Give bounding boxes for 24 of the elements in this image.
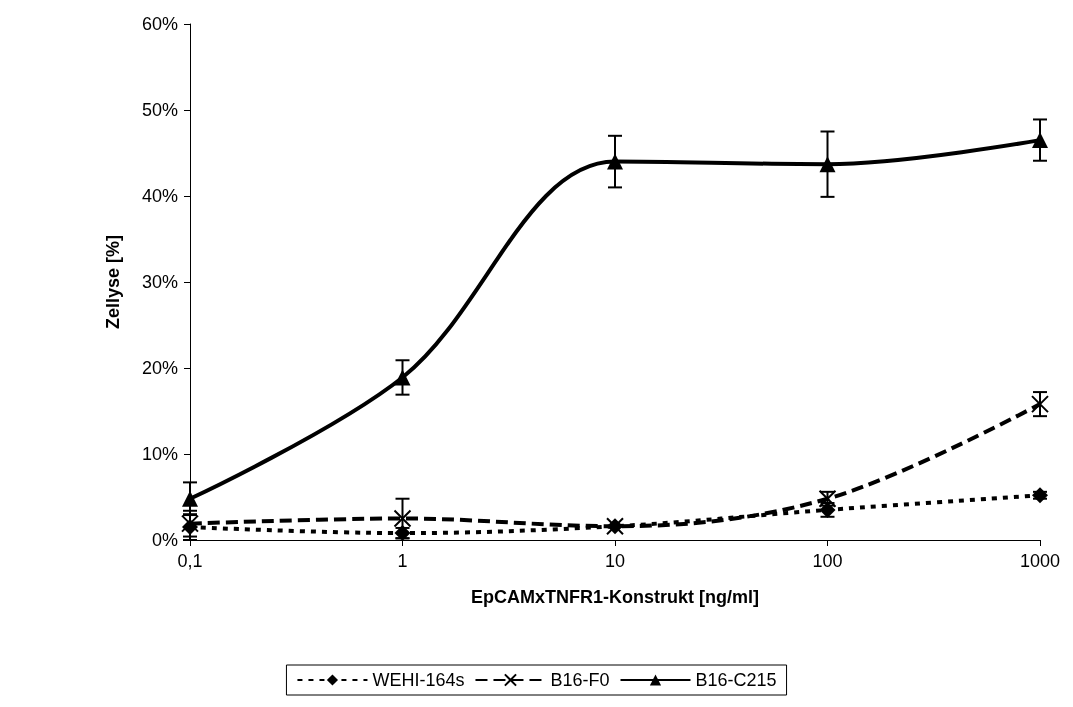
x-tick-label: 100: [812, 551, 843, 571]
point: [607, 153, 623, 170]
point: [393, 509, 412, 528]
y-tick-label: 60%: [141, 14, 178, 34]
x-tick-label: 10: [604, 551, 626, 571]
y-tick-label: 40%: [141, 186, 178, 206]
y-tick-label: 0%: [151, 530, 178, 550]
y-tick-label: 50%: [141, 100, 178, 120]
point: [1032, 487, 1048, 504]
legend-label: B16-C215: [695, 670, 777, 690]
legend-label: WEHI-164s: [372, 670, 465, 690]
x-tick-label: 1: [397, 551, 408, 571]
y-axis-title: Zellyse [%]: [103, 234, 123, 330]
y-tick-label: 20%: [141, 358, 178, 378]
x-tick-label: 1000: [1019, 551, 1061, 571]
x-axis-title: EpCAMxTNFR1-Konstrukt [ng/ml]: [471, 587, 759, 607]
point: [394, 369, 411, 386]
x-tick-label: 0,1: [177, 551, 203, 571]
y-tick-label: 30%: [141, 272, 178, 292]
point: [1032, 132, 1048, 149]
point: [819, 156, 836, 173]
y-tick-label: 10%: [141, 444, 178, 464]
legend-label: B16-F0: [550, 670, 610, 690]
point: [1031, 395, 1049, 414]
